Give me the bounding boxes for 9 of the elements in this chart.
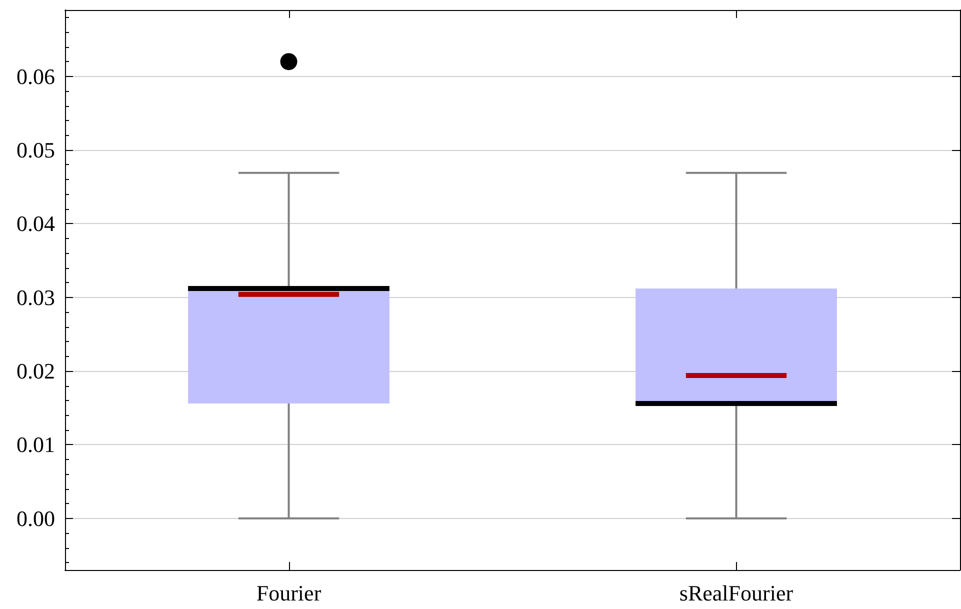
y-tick-label: 0.03 bbox=[16, 284, 55, 310]
y-tick-label: 0.00 bbox=[16, 506, 55, 531]
y-tick-label: 0.06 bbox=[16, 64, 55, 89]
x-tick-label: Fourier bbox=[256, 580, 322, 606]
y-tick-label: 0.02 bbox=[16, 358, 55, 384]
y-tick-label: 0.01 bbox=[16, 432, 55, 458]
x-tick-label: sRealFourier bbox=[679, 580, 794, 606]
y-tick-label: 0.05 bbox=[16, 138, 55, 162]
y-tick-label: 0.04 bbox=[16, 211, 55, 236]
